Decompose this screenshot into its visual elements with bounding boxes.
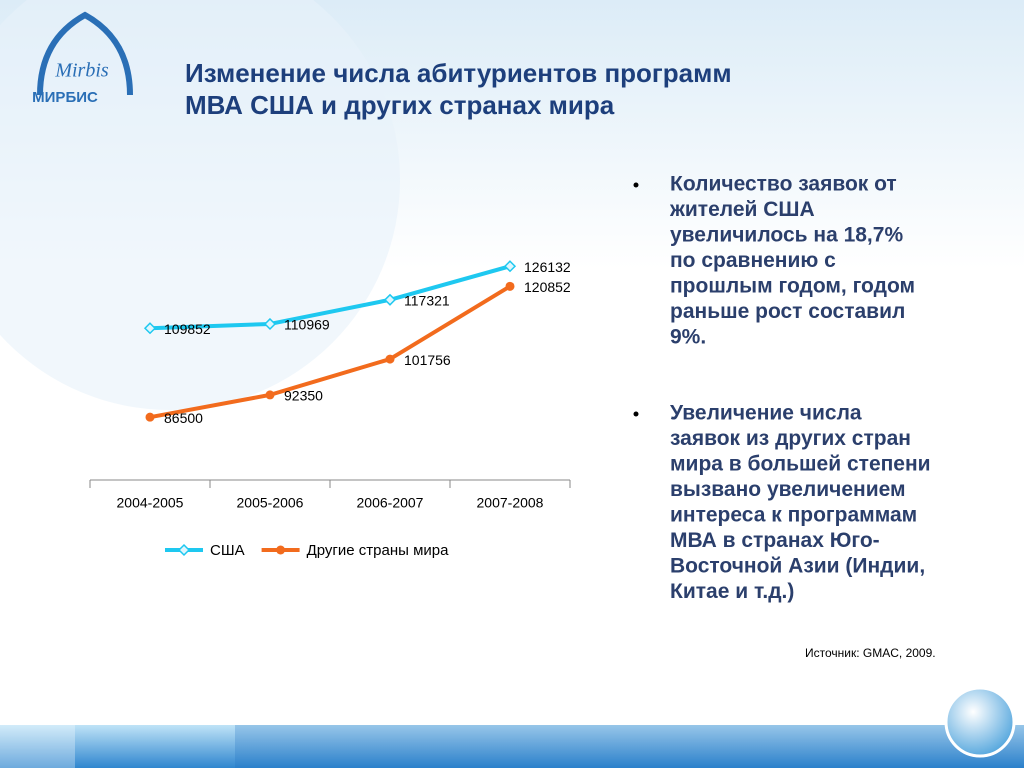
data-point xyxy=(145,412,155,422)
bullet-line: жителей США xyxy=(669,198,815,221)
data-point xyxy=(385,354,395,364)
x-tick-label: 2005-2006 xyxy=(237,495,304,511)
series-line xyxy=(149,284,512,420)
data-point xyxy=(265,390,275,400)
legend-marker xyxy=(276,545,286,555)
source: Источник: GMAC, 2009. xyxy=(805,646,936,660)
bullet-line: Восточной Азии (Индии, xyxy=(670,555,925,578)
legend-marker xyxy=(177,543,191,557)
title-line: МВА США и других странах мира xyxy=(185,90,615,120)
bullet-line: вызвано увеличением xyxy=(670,478,906,501)
bullet-line: Увеличение числа xyxy=(670,402,862,425)
logo-dome xyxy=(37,11,133,96)
data-label: 86500 xyxy=(164,410,203,426)
bullet-line: МВА в странах Юго- xyxy=(670,529,880,552)
bullet-line: интереса к программам xyxy=(670,504,917,527)
title-line: Изменение числа абитуриентов программ xyxy=(185,58,732,88)
bullet-dot xyxy=(633,182,639,188)
x-tick-label: 2004-2005 xyxy=(117,495,184,511)
bullet-line: по сравнению с xyxy=(670,249,836,272)
legend-label: США xyxy=(210,542,245,559)
bullet-line: заявок из других стран xyxy=(670,427,911,450)
data-label: 110969 xyxy=(284,317,330,333)
data-label: 126132 xyxy=(524,259,571,275)
bullet-line: мира в большей степени xyxy=(670,453,931,476)
data-point xyxy=(505,281,515,291)
legend-label: Другие страны мира xyxy=(307,542,450,559)
bullet-line: Китае и т.д.) xyxy=(670,580,794,603)
data-point xyxy=(503,260,517,273)
data-point xyxy=(143,322,157,335)
data-point xyxy=(383,293,397,306)
x-tick-label: 2007-2008 xyxy=(477,495,544,511)
data-point xyxy=(263,317,277,331)
footer-bar xyxy=(0,725,1024,768)
series-line xyxy=(149,264,511,331)
footer-segment xyxy=(0,725,75,768)
data-label: 120852 xyxy=(524,279,571,295)
logo-script: Mirbis xyxy=(54,60,109,82)
globe-icon xyxy=(944,686,1016,758)
x-tick-label: 2006-2007 xyxy=(357,495,424,511)
bullet-line: увеличилось на 18,7% xyxy=(670,224,903,247)
logo-name: МИРБИС xyxy=(32,89,98,106)
bullet-dot xyxy=(633,411,639,417)
footer-segment xyxy=(235,725,1024,768)
data-label: 92350 xyxy=(284,388,323,404)
data-label: 101756 xyxy=(404,352,451,368)
data-label: 109852 xyxy=(164,321,211,337)
globe-watermark xyxy=(0,0,400,410)
bullet-line: Количество заявок от xyxy=(670,173,897,196)
bullet-line: прошлым годом, годом xyxy=(670,275,915,298)
data-label: 117321 xyxy=(404,292,450,308)
bullet-line: 9%. xyxy=(670,326,706,349)
bullet-line: раньше рост составил xyxy=(670,300,905,323)
